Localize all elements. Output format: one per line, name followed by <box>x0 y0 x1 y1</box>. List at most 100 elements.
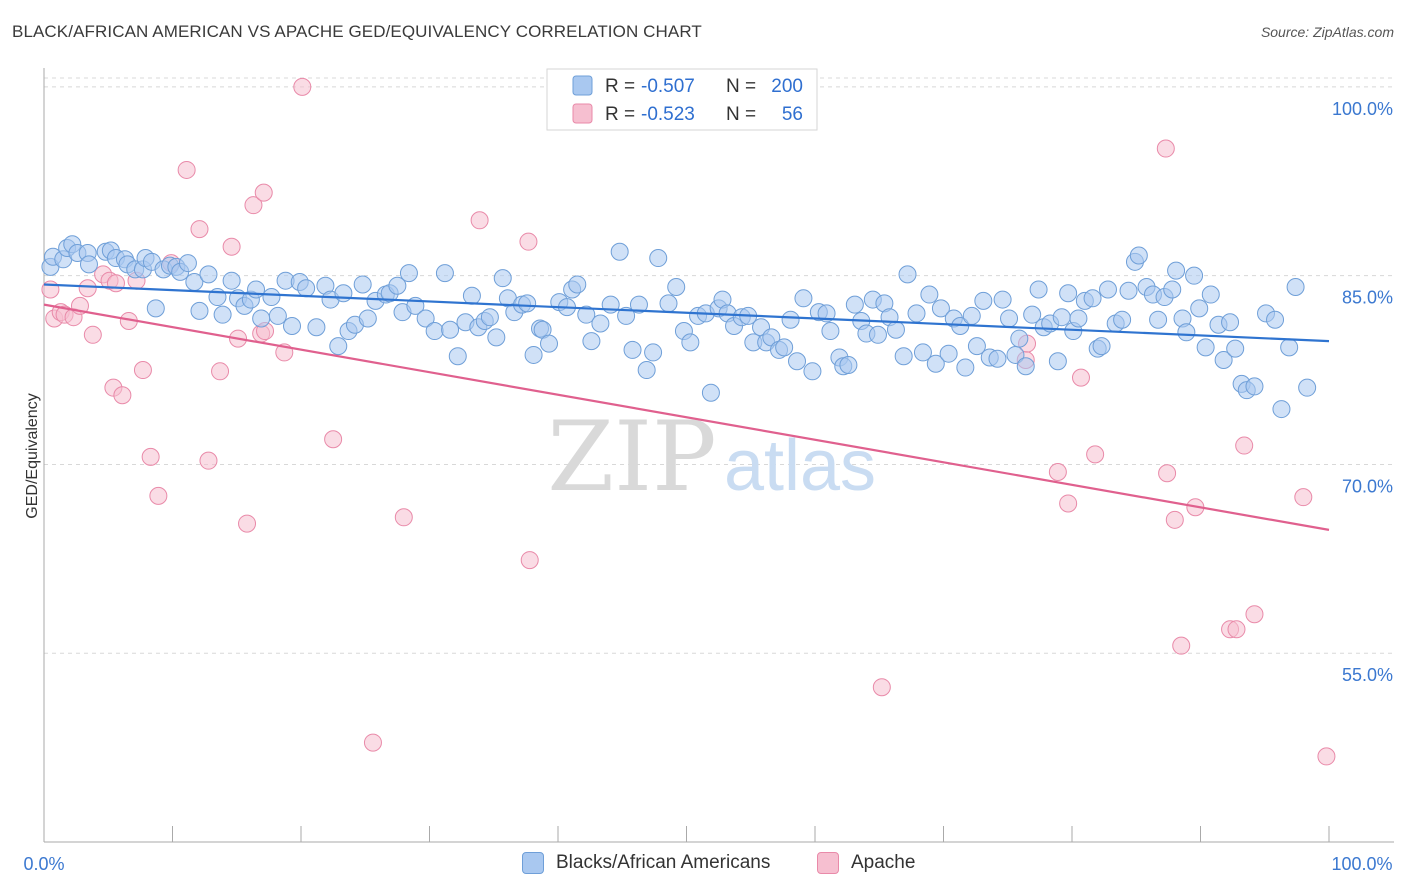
black-point <box>190 301 209 320</box>
black-point <box>577 305 596 324</box>
black-point <box>803 362 822 381</box>
legend-label-apache: Apache <box>851 852 916 873</box>
apache-point <box>519 232 538 251</box>
black-point <box>1226 339 1245 358</box>
black-point <box>582 332 601 351</box>
black-point <box>974 291 993 310</box>
legend-label-blacks: Blacks/African Americans <box>556 852 771 873</box>
x-tick-label-min: 0.0% <box>23 854 64 874</box>
black-point <box>334 284 353 303</box>
black-point <box>213 305 232 324</box>
black-point <box>1016 357 1035 376</box>
black-point <box>353 275 372 294</box>
black-point <box>399 264 418 283</box>
apache-point <box>520 551 539 570</box>
black-point <box>962 306 981 325</box>
black-point <box>435 264 454 283</box>
legend-item-blacks: Blacks/African Americans <box>522 852 770 874</box>
x-tick-label-max: 100.0% <box>1331 854 1392 874</box>
black-point <box>487 328 506 347</box>
black-point <box>659 294 678 313</box>
watermark-atlas: atlas <box>724 426 876 506</box>
black-point <box>462 286 481 305</box>
axes <box>43 68 1394 843</box>
black-point <box>524 345 543 364</box>
black-point <box>907 304 926 323</box>
black-point <box>1201 285 1220 304</box>
apache-point <box>293 77 312 96</box>
y-tick-label: 85.0% <box>1342 288 1393 308</box>
legend-swatch-blue <box>572 75 593 96</box>
black-point <box>1098 280 1117 299</box>
y-tick-label: 70.0% <box>1342 476 1393 496</box>
black-point <box>1167 261 1186 280</box>
y-axis-label: GED/Equivalency <box>24 393 41 518</box>
apache-point <box>141 447 160 466</box>
black-point <box>1119 281 1138 300</box>
apache-points <box>41 77 1336 766</box>
black-point <box>956 358 975 377</box>
grid-lines <box>44 77 1394 654</box>
black-point <box>1190 299 1209 318</box>
black-point <box>1029 280 1048 299</box>
black-point <box>329 337 348 356</box>
apache-point <box>1317 747 1336 766</box>
black-point <box>1023 305 1042 324</box>
legend-n-label-2: N = <box>726 104 756 125</box>
black-point <box>178 254 197 273</box>
apache-point <box>324 430 343 449</box>
apache-point <box>222 237 241 256</box>
black-point <box>146 299 165 318</box>
black-point <box>623 340 642 359</box>
black-point <box>441 320 460 339</box>
black-point <box>788 352 807 371</box>
black-point <box>926 354 945 373</box>
black-point <box>388 276 407 295</box>
black-point <box>283 317 302 335</box>
stats-legend: R = -0.507 N = 200 R = -0.523 N = 56 <box>546 68 818 131</box>
legend-r-label-2: R = <box>605 104 635 125</box>
apache-point <box>1156 139 1175 158</box>
black-point <box>821 322 840 341</box>
black-point <box>931 299 950 318</box>
apache-point <box>363 733 382 752</box>
black-point <box>967 337 986 356</box>
black-point <box>1214 350 1233 369</box>
black-point <box>1083 289 1102 308</box>
black-point <box>667 277 686 296</box>
chart-title: BLACK/AFRICAN AMERICAN VS APACHE GED/EQU… <box>12 22 702 41</box>
trend-line-blacks <box>43 283 1330 343</box>
apache-point <box>106 274 125 293</box>
black-point <box>1092 337 1111 356</box>
black-point <box>1298 378 1317 397</box>
black-point <box>1196 338 1215 357</box>
y-tick-labels: 55.0% 70.0% 85.0% 100.0% <box>1332 99 1393 685</box>
apache-point <box>78 279 97 298</box>
legend-item-apache: Apache <box>817 852 915 874</box>
apache-point <box>470 211 489 230</box>
black-point <box>252 309 271 328</box>
black-point <box>868 325 887 344</box>
black-point <box>1286 277 1305 296</box>
black-point <box>247 280 266 299</box>
black-point <box>1113 310 1132 329</box>
black-point <box>617 306 636 325</box>
black-point <box>817 304 836 323</box>
black-point <box>1245 377 1264 396</box>
apache-point <box>394 508 413 527</box>
black-point <box>1177 323 1196 342</box>
black-point <box>297 279 316 298</box>
black-points <box>41 235 1317 419</box>
source-label: Source: ZipAtlas.com <box>1260 24 1394 40</box>
apache-point <box>177 160 196 179</box>
black-point <box>480 308 499 327</box>
apache-point <box>1165 510 1184 529</box>
black-point <box>425 322 444 341</box>
apache-point <box>1086 445 1105 464</box>
black-point <box>781 310 800 329</box>
black-point <box>268 306 287 325</box>
black-point <box>1048 352 1067 371</box>
legend-swatch-blacks <box>522 852 544 874</box>
black-point <box>568 275 587 294</box>
